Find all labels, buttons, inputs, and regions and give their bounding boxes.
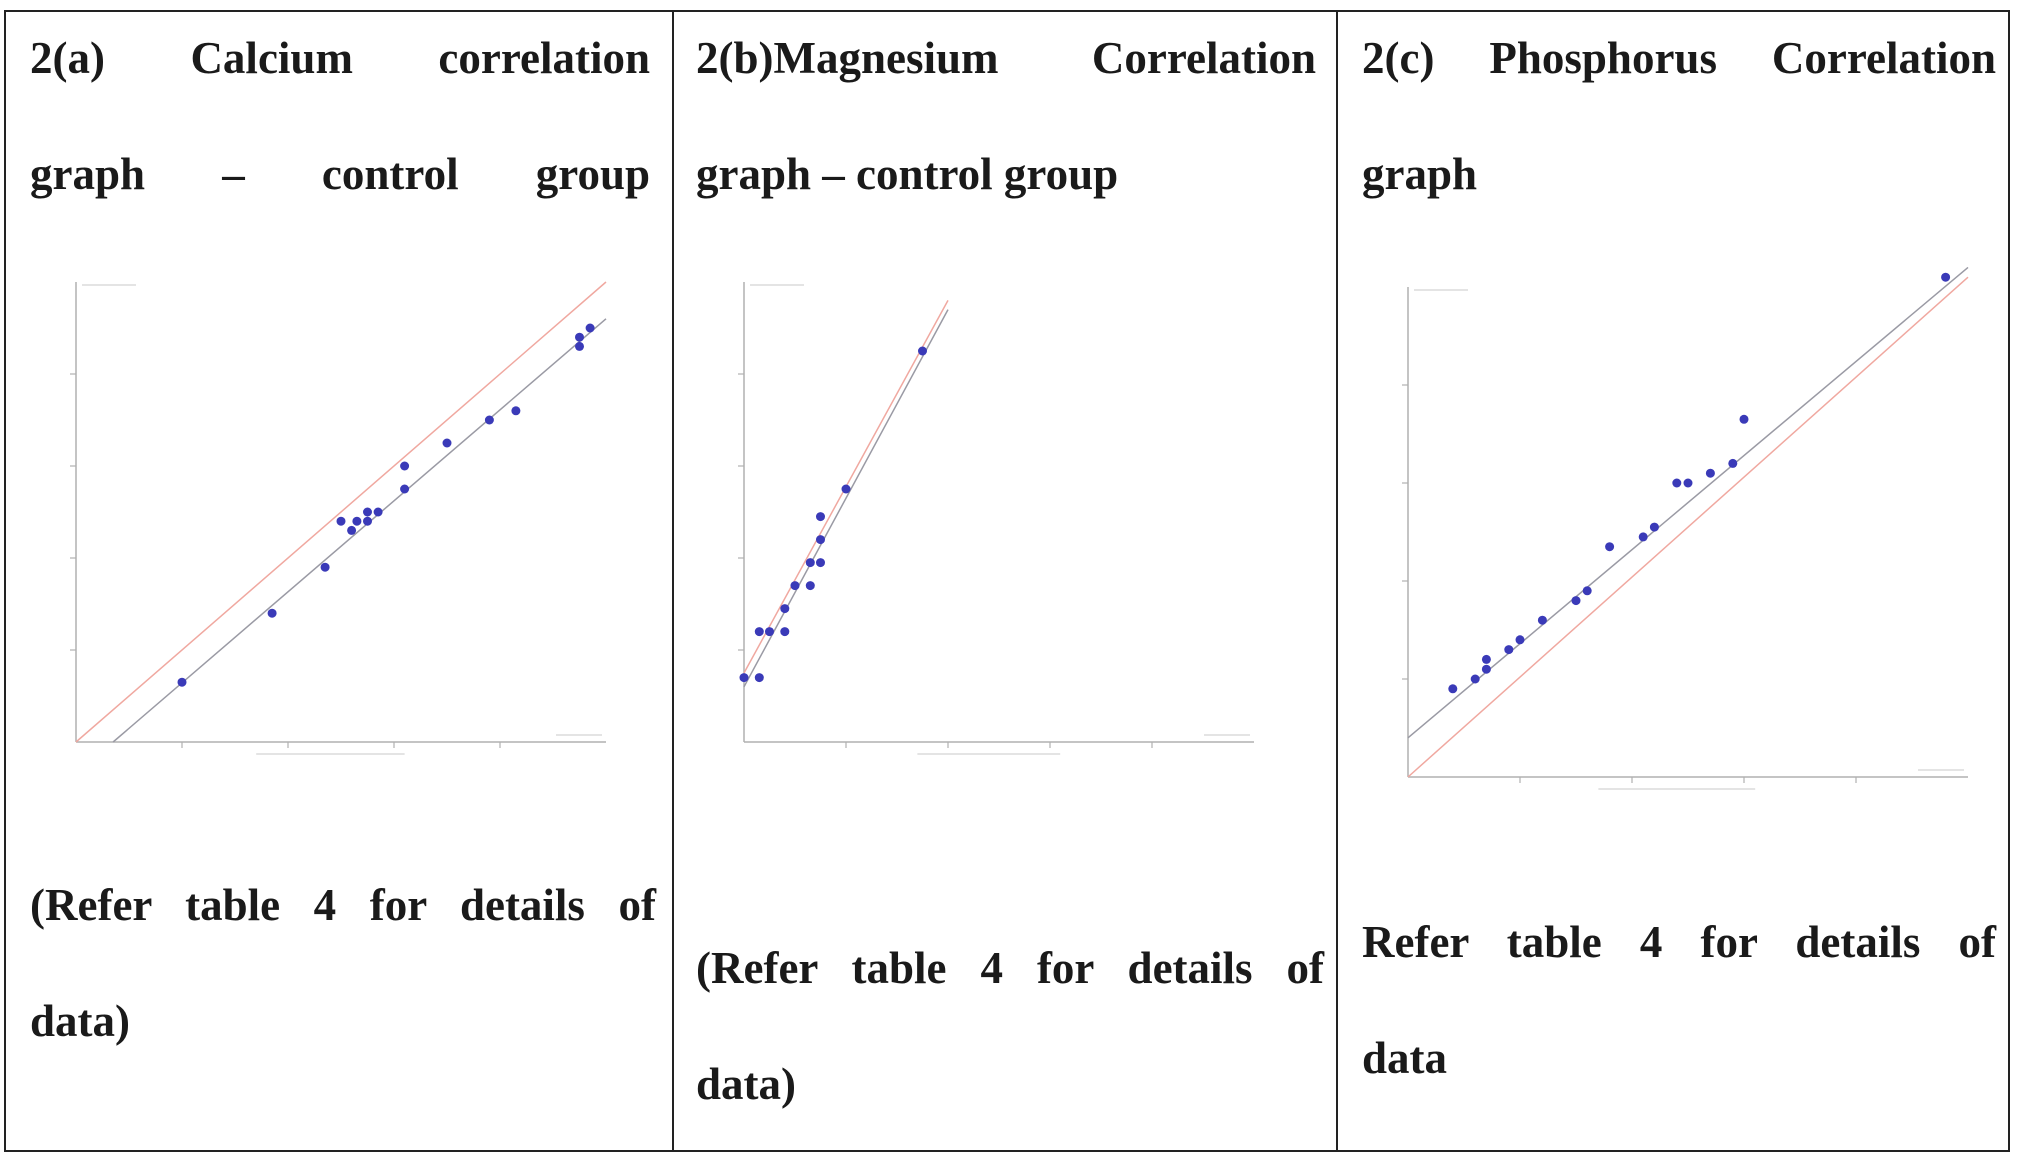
panel-note: (Refer table 4 for details of data): [696, 910, 1324, 1142]
data-point: [1728, 458, 1738, 468]
data-point: [347, 525, 357, 535]
data-point: [765, 627, 774, 637]
data-point: [177, 677, 187, 687]
magnesium-correlation-chart: [738, 282, 1254, 755]
data-point: [816, 512, 825, 522]
panel-magnesium: 2(b)Magnesium Correlation graph – contro…: [674, 12, 1338, 1150]
data-point: [442, 438, 452, 448]
data-point: [1537, 615, 1547, 625]
data-point: [1683, 478, 1693, 488]
data-point: [267, 608, 277, 618]
data-point: [1448, 684, 1458, 694]
panel-note-line: (Refer table 4 for details of: [696, 943, 1324, 993]
data-point: [1571, 596, 1581, 606]
data-point: [790, 581, 800, 591]
data-point: [1481, 664, 1491, 674]
panel-title: 2(a) Calcium correlation graph – control…: [30, 0, 650, 232]
data-point: [780, 604, 790, 614]
phosphorus-correlation-chart: [1402, 266, 1969, 790]
panel-calcium: 2(a) Calcium correlation graph – control…: [6, 12, 674, 1150]
data-point: [1672, 478, 1682, 488]
panel-phosphorus: 2(c) Phosphorus Correlation graph Refer …: [1338, 12, 2008, 1150]
data-point: [1504, 645, 1514, 655]
panel-title-line: 2(c) Phosphorus Correlation: [1362, 33, 1996, 83]
panel-note-line: data): [696, 1059, 796, 1109]
panel-title-line: graph – control group: [696, 149, 1119, 199]
panel-title-line: graph: [1362, 149, 1478, 199]
data-point: [1739, 414, 1749, 424]
data-point: [575, 341, 584, 351]
data-point: [363, 507, 372, 517]
data-point: [336, 516, 346, 526]
data-point: [841, 484, 851, 494]
data-point: [352, 516, 362, 526]
panel-note-line: Refer table 4 for details of: [1362, 917, 1996, 967]
identity-line: [75, 281, 607, 743]
panel-note-line: data): [30, 996, 130, 1046]
panel-note-line: (Refer table 4 for details of: [30, 880, 656, 930]
data-point: [1481, 654, 1491, 664]
data-point: [511, 406, 521, 416]
data-point: [585, 323, 595, 333]
regression-line: [1407, 266, 1969, 739]
data-point: [400, 461, 410, 471]
panel-title-line: graph – control group: [30, 149, 650, 199]
data-point: [400, 484, 410, 494]
panel-note-line: data: [1362, 1033, 1448, 1083]
panel-note: Refer table 4 for details of data: [1362, 884, 1996, 1116]
data-point: [373, 507, 383, 517]
panel-note: (Refer table 4 for details of data): [30, 847, 656, 1079]
data-point: [1941, 272, 1951, 282]
data-point: [363, 516, 372, 526]
data-point: [739, 673, 749, 683]
data-point: [816, 535, 825, 545]
data-point: [805, 581, 815, 591]
panel-title-line: 2(a) Calcium correlation: [30, 33, 650, 83]
data-point: [484, 415, 494, 425]
calcium-correlation-chart: [70, 281, 607, 755]
regression-line: [112, 318, 607, 743]
identity-line: [1407, 276, 1969, 778]
data-point: [918, 346, 927, 356]
panel-title-line: 2(b)Magnesium Correlation: [696, 33, 1316, 83]
data-point: [805, 558, 815, 568]
data-point: [780, 627, 790, 637]
data-point: [1649, 522, 1659, 532]
data-point: [575, 332, 584, 342]
data-point: [754, 673, 764, 683]
regression-line: [743, 309, 949, 688]
data-point: [1470, 674, 1480, 684]
data-point: [1605, 542, 1615, 552]
panel-title: 2(c) Phosphorus Correlation graph: [1362, 0, 1996, 232]
data-point: [320, 562, 330, 572]
data-point: [1638, 532, 1648, 542]
data-point: [1582, 586, 1592, 596]
figure-panels: 2(a) Calcium correlation graph – control…: [4, 10, 2010, 1152]
panel-title: 2(b)Magnesium Correlation graph – contro…: [696, 0, 1316, 232]
data-point: [1515, 635, 1525, 645]
data-point: [1705, 468, 1715, 478]
data-point: [754, 627, 764, 637]
data-point: [816, 558, 825, 568]
